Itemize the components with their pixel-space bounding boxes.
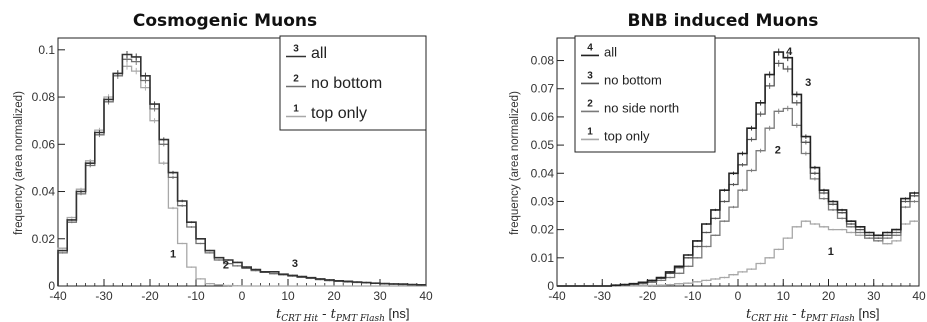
legend-label: top only: [311, 105, 367, 122]
y-tick-label: 0.08: [32, 90, 56, 104]
chart-title: BNB induced Muons: [628, 11, 819, 31]
legend-number: 2: [293, 73, 299, 84]
legend-label: all: [604, 45, 617, 60]
legend-number: 2: [587, 99, 593, 110]
legend-number: 3: [293, 43, 299, 54]
x-tick-label: -30: [95, 289, 113, 303]
x-label-t2: - t: [788, 307, 807, 322]
y-tick-label: 0.02: [32, 232, 56, 246]
x-label-sub2: PMT Flash: [335, 314, 385, 322]
series-line-all: [557, 51, 919, 287]
legend-label: no bottom: [311, 75, 382, 92]
legend-number: 1: [587, 127, 593, 138]
x-tick-label: 10: [281, 289, 295, 303]
legend-label: top only: [604, 129, 650, 144]
legend-label: no bottom: [604, 73, 662, 88]
x-tick-label: 40: [419, 289, 433, 303]
cosmogenic-muons-chart: Cosmogenic Muons frequency (area normali…: [13, 11, 433, 322]
legend-number: 1: [293, 103, 299, 114]
y-tick-label: 0.08: [531, 54, 555, 68]
y-tick-label: 0.05: [531, 138, 555, 152]
x-axis-label: tCRT Hit - tPMT Flash [ns]: [746, 306, 879, 322]
curve-annotation: 3: [292, 258, 298, 270]
x-axis-label: tCRT Hit - tPMT Flash [ns]: [276, 306, 409, 322]
legend-number: 4: [587, 43, 593, 54]
svg-text:tCRT Hit - tPMT Flash [ns]: tCRT Hit - tPMT Flash [ns]: [276, 306, 409, 322]
x-tick-label: -20: [639, 289, 657, 303]
x-tick-label: 10: [777, 289, 791, 303]
y-tick-label: 0.07: [531, 82, 555, 96]
y-tick-label: 0.03: [531, 194, 555, 208]
curve-annotation: 1: [828, 246, 834, 258]
chart-title: Cosmogenic Muons: [133, 11, 317, 31]
svg-text:tCRT Hit - tPMT Flash [ns]: tCRT Hit - tPMT Flash [ns]: [746, 306, 879, 322]
x-tick-label: -40: [548, 289, 566, 303]
x-tick-label: 20: [327, 289, 341, 303]
x-label-t1: t: [746, 307, 752, 322]
legend-number: 3: [587, 71, 593, 82]
x-label-sub1: CRT Hit: [751, 314, 788, 322]
x-tick-label: 40: [912, 289, 926, 303]
y-tick-label: 0.01: [531, 251, 555, 265]
curve-annotation: 2: [775, 145, 781, 157]
x-tick-label: 0: [735, 289, 742, 303]
x-tick-label: 30: [867, 289, 881, 303]
curve-annotation: 4: [786, 46, 793, 58]
y-tick-label: 0.04: [32, 185, 56, 199]
x-tick-label: -20: [141, 289, 159, 303]
y-tick-label: 0.06: [531, 110, 555, 124]
curve-annotation: 1: [170, 249, 176, 261]
x-label-unit: [ns]: [855, 306, 880, 321]
y-tick-label: 0.04: [531, 166, 555, 180]
bnb-induced-muons-chart: BNB induced Muons frequency (area normal…: [509, 11, 926, 322]
legend-label: no side north: [604, 101, 679, 116]
y-axis-label: frequency (area normalized): [509, 91, 521, 235]
x-label-unit: [ns]: [385, 306, 410, 321]
x-tick-label: -10: [187, 289, 205, 303]
x-tick-label: -10: [684, 289, 702, 303]
y-axis-label: frequency (area normalized): [13, 91, 25, 235]
y-tick-label: 0: [48, 279, 55, 293]
x-tick-label: 0: [239, 289, 246, 303]
x-label-t1: t: [276, 307, 282, 322]
curve-annotation: 3: [805, 77, 811, 89]
legend-box: [279, 35, 427, 131]
y-tick-label: 0.1: [38, 43, 55, 57]
x-tick-label: -40: [49, 289, 67, 303]
x-label-t2: - t: [318, 307, 337, 322]
y-tick-label: 0.02: [531, 223, 555, 237]
y-tick-label: 0: [547, 279, 554, 293]
y-tick-label: 0.06: [32, 137, 56, 151]
x-tick-label: 30: [373, 289, 387, 303]
curve-annotation: 2: [223, 259, 229, 271]
x-label-sub1: CRT Hit: [281, 314, 318, 322]
x-tick-label: -30: [594, 289, 612, 303]
x-tick-label: 20: [822, 289, 836, 303]
legend-label: all: [311, 45, 327, 62]
x-label-sub2: PMT Flash: [805, 314, 855, 322]
